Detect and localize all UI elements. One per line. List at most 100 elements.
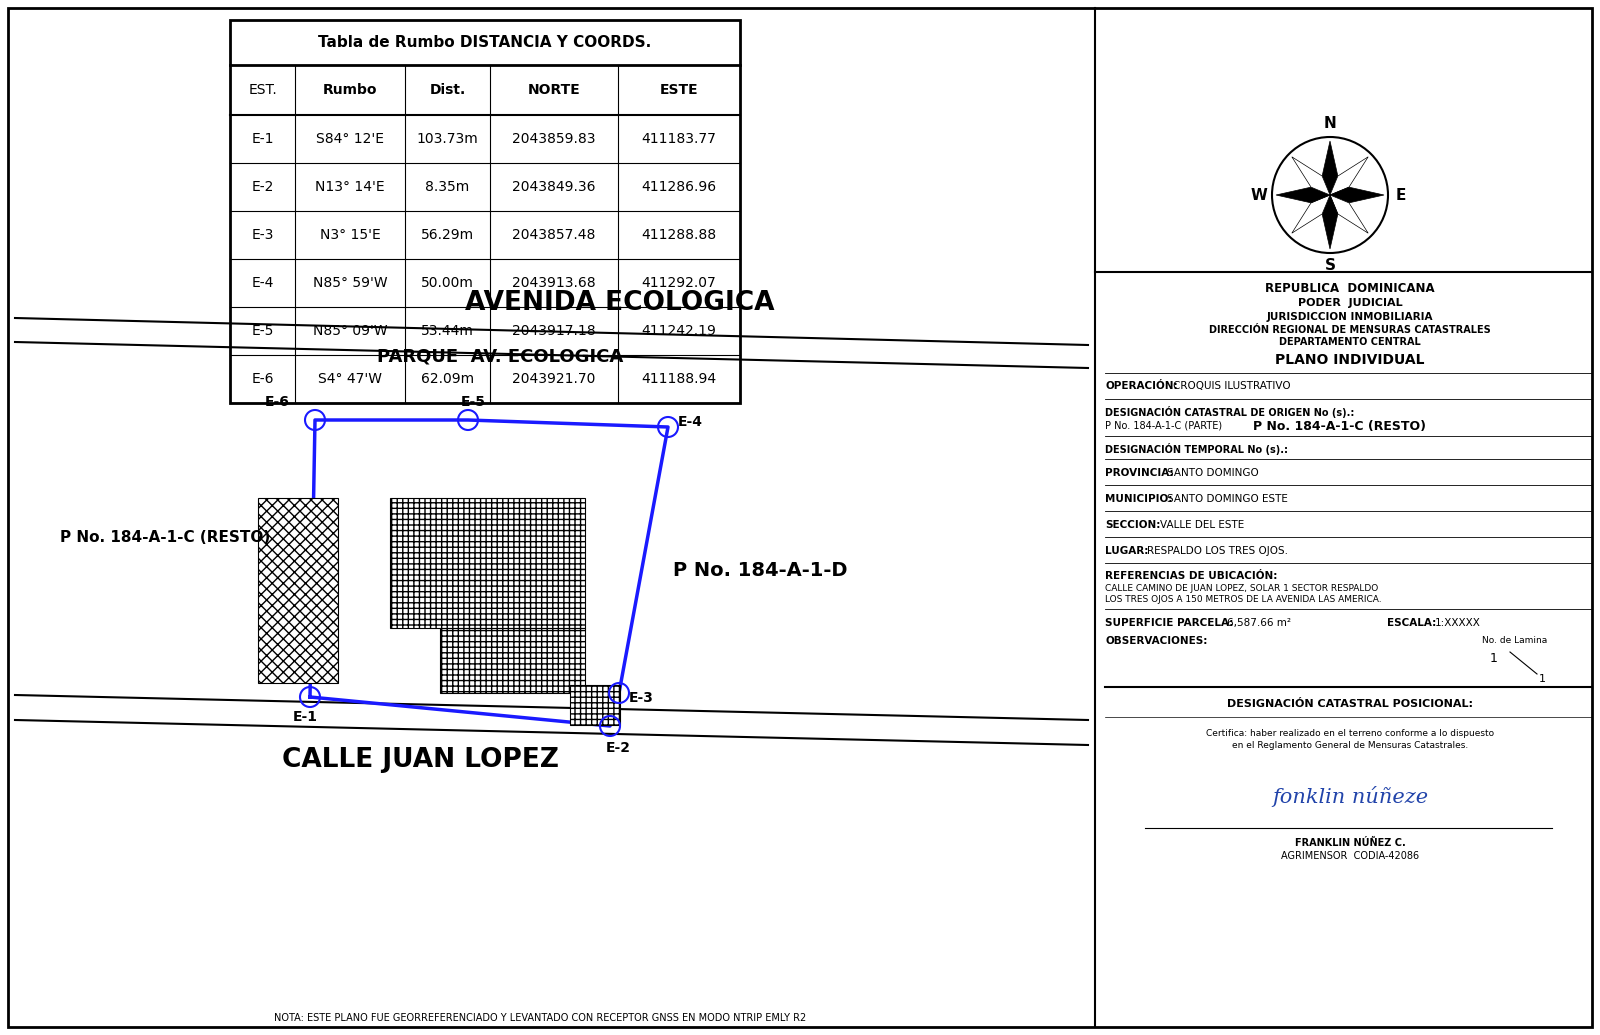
Text: OBSERVACIONES:: OBSERVACIONES:	[1106, 635, 1208, 646]
Text: CALLE JUAN LOPEZ: CALLE JUAN LOPEZ	[282, 747, 558, 773]
Text: SANTO DOMINGO: SANTO DOMINGO	[1166, 468, 1259, 478]
Text: 411242.19: 411242.19	[642, 324, 717, 338]
Text: LOS TRES OJOS A 150 METROS DE LA AVENIDA LAS AMERICA.: LOS TRES OJOS A 150 METROS DE LA AVENIDA…	[1106, 595, 1382, 604]
Text: LUGAR:: LUGAR:	[1106, 546, 1149, 556]
Text: fonklin núñeze: fonklin núñeze	[1272, 786, 1429, 807]
Text: CROQUIS ILUSTRATIVO: CROQUIS ILUSTRATIVO	[1173, 381, 1291, 391]
Text: REFERENCIAS DE UBICACIÓN:: REFERENCIAS DE UBICACIÓN:	[1106, 571, 1277, 581]
Text: 411292.07: 411292.07	[642, 276, 717, 290]
Text: REPUBLICA  DOMINICANA: REPUBLICA DOMINICANA	[1266, 282, 1435, 295]
Text: 103.73m: 103.73m	[416, 132, 478, 146]
Text: SANTO DOMINGO ESTE: SANTO DOMINGO ESTE	[1166, 494, 1288, 504]
Text: P No. 184-A-1-D: P No. 184-A-1-D	[672, 561, 848, 580]
Text: ESTE: ESTE	[659, 83, 698, 97]
Text: PROVINCIA:: PROVINCIA:	[1106, 468, 1174, 478]
Bar	[258, 498, 338, 683]
Text: MUNICIPIO:: MUNICIPIO:	[1106, 494, 1173, 504]
Text: S4° 47'W: S4° 47'W	[318, 372, 382, 386]
Text: 411288.88: 411288.88	[642, 228, 717, 242]
Text: en el Reglamento General de Mensuras Catastrales.: en el Reglamento General de Mensuras Cat…	[1232, 741, 1469, 750]
Text: E-3: E-3	[629, 691, 653, 705]
Text: 411286.96: 411286.96	[642, 180, 717, 194]
Text: CALLE CAMINO DE JUAN LOPEZ, SOLAR 1 SECTOR RESPALDO: CALLE CAMINO DE JUAN LOPEZ, SOLAR 1 SECT…	[1106, 584, 1378, 593]
Text: S84° 12'E: S84° 12'E	[317, 132, 384, 146]
Text: 62.09m: 62.09m	[421, 372, 474, 386]
Text: 56.29m: 56.29m	[421, 228, 474, 242]
Bar	[570, 685, 621, 724]
Text: 53.44m: 53.44m	[421, 324, 474, 338]
Polygon shape	[1330, 187, 1384, 203]
Polygon shape	[1277, 187, 1330, 203]
Text: FRANKLIN NÚÑEZ C.: FRANKLIN NÚÑEZ C.	[1294, 838, 1405, 848]
Polygon shape	[1322, 195, 1338, 249]
Text: Tabla de Rumbo DISTANCIA Y COORDS.: Tabla de Rumbo DISTANCIA Y COORDS.	[318, 35, 651, 50]
Text: DEPARTAMENTO CENTRAL: DEPARTAMENTO CENTRAL	[1278, 337, 1421, 347]
Text: DESIGNACIÓN TEMPORAL No (s).:: DESIGNACIÓN TEMPORAL No (s).:	[1106, 443, 1288, 455]
Text: S: S	[1325, 259, 1336, 273]
Text: RESPALDO LOS TRES OJOS.: RESPALDO LOS TRES OJOS.	[1147, 546, 1288, 556]
Text: Rumbo: Rumbo	[323, 83, 378, 97]
Text: JURISDICCION INMOBILIARIA: JURISDICCION INMOBILIARIA	[1267, 312, 1434, 322]
Polygon shape	[1291, 157, 1330, 195]
Text: 1:XXXXX: 1:XXXXX	[1435, 618, 1482, 628]
Text: E-5: E-5	[461, 395, 485, 409]
Text: VALLE DEL ESTE: VALLE DEL ESTE	[1160, 520, 1245, 530]
Text: 8.35m: 8.35m	[426, 180, 470, 194]
Text: 2043921.70: 2043921.70	[512, 372, 595, 386]
Text: SUPERFICIE PARCELA:: SUPERFICIE PARCELA:	[1106, 618, 1234, 628]
Text: NOTA: ESTE PLANO FUE GEORREFERENCIADO Y LEVANTADO CON RECEPTOR GNSS EN MODO NTRI: NOTA: ESTE PLANO FUE GEORREFERENCIADO Y …	[274, 1013, 806, 1023]
Polygon shape	[1330, 157, 1368, 195]
Text: E-2: E-2	[251, 180, 274, 194]
Polygon shape	[1322, 141, 1338, 195]
Text: DIRECCIÓN REGIONAL DE MENSURAS CATASTRALES: DIRECCIÓN REGIONAL DE MENSURAS CATASTRAL…	[1210, 325, 1491, 335]
Text: AGRIMENSOR  CODIA-42086: AGRIMENSOR CODIA-42086	[1282, 851, 1419, 861]
Text: E-1: E-1	[251, 132, 274, 146]
Text: 411188.94: 411188.94	[642, 372, 717, 386]
Text: E: E	[1395, 187, 1406, 203]
Text: E-1: E-1	[293, 710, 317, 724]
Text: Certifica: haber realizado en el terreno conforme a lo dispuesto: Certifica: haber realizado en el terreno…	[1206, 729, 1494, 738]
Text: W: W	[1251, 187, 1267, 203]
Text: E-6: E-6	[251, 372, 274, 386]
Text: OPERACIÓN:: OPERACIÓN:	[1106, 381, 1178, 391]
Polygon shape	[1330, 195, 1368, 233]
Text: 2043913.68: 2043913.68	[512, 276, 595, 290]
Bar	[440, 628, 586, 693]
Text: SECCION:: SECCION:	[1106, 520, 1160, 530]
Text: Dist.: Dist.	[429, 83, 466, 97]
Text: ESCALA:: ESCALA:	[1387, 618, 1437, 628]
Text: 2043857.48: 2043857.48	[512, 228, 595, 242]
Text: 411183.77: 411183.77	[642, 132, 717, 146]
Text: 6,587.66 m²: 6,587.66 m²	[1227, 618, 1291, 628]
Text: N3° 15'E: N3° 15'E	[320, 228, 381, 242]
Text: E-5: E-5	[251, 324, 274, 338]
Text: EST.: EST.	[248, 83, 277, 97]
Text: PODER  JUDICIAL: PODER JUDICIAL	[1298, 298, 1402, 308]
Text: PARQUE  AV. ECOLOGICA: PARQUE AV. ECOLOGICA	[378, 347, 622, 365]
Text: 2043849.36: 2043849.36	[512, 180, 595, 194]
Text: AVENIDA ECOLOGICA: AVENIDA ECOLOGICA	[466, 290, 774, 316]
Text: PLANO INDIVIDUAL: PLANO INDIVIDUAL	[1275, 353, 1424, 367]
Text: N13° 14'E: N13° 14'E	[315, 180, 386, 194]
Text: 1: 1	[1539, 674, 1546, 684]
Text: 50.00m: 50.00m	[421, 276, 474, 290]
Text: No. de Lamina: No. de Lamina	[1482, 635, 1547, 645]
Text: E-3: E-3	[251, 228, 274, 242]
Polygon shape	[1291, 195, 1330, 233]
Text: P No. 184-A-1-C (RESTO): P No. 184-A-1-C (RESTO)	[59, 531, 270, 545]
Text: 1: 1	[1490, 652, 1498, 666]
Text: E-4: E-4	[677, 415, 702, 428]
Text: NORTE: NORTE	[528, 83, 581, 97]
Text: P No. 184-A-1-C (PARTE): P No. 184-A-1-C (PARTE)	[1106, 420, 1222, 430]
Text: E-2: E-2	[605, 741, 630, 755]
Text: E-6: E-6	[264, 395, 290, 409]
Bar	[230, 20, 739, 403]
Bar	[390, 498, 586, 628]
Text: E-4: E-4	[251, 276, 274, 290]
Text: DESIGNACIÓN CATASTRAL POSICIONAL:: DESIGNACIÓN CATASTRAL POSICIONAL:	[1227, 699, 1474, 709]
Text: 2043917.18: 2043917.18	[512, 324, 595, 338]
Text: N85° 09'W: N85° 09'W	[312, 324, 387, 338]
Text: P No. 184-A-1-C (RESTO): P No. 184-A-1-C (RESTO)	[1253, 420, 1426, 433]
Text: N85° 59'W: N85° 59'W	[312, 276, 387, 290]
Text: DESIGNACIÓN CATASTRAL DE ORIGEN No (s).:: DESIGNACIÓN CATASTRAL DE ORIGEN No (s).:	[1106, 406, 1354, 418]
